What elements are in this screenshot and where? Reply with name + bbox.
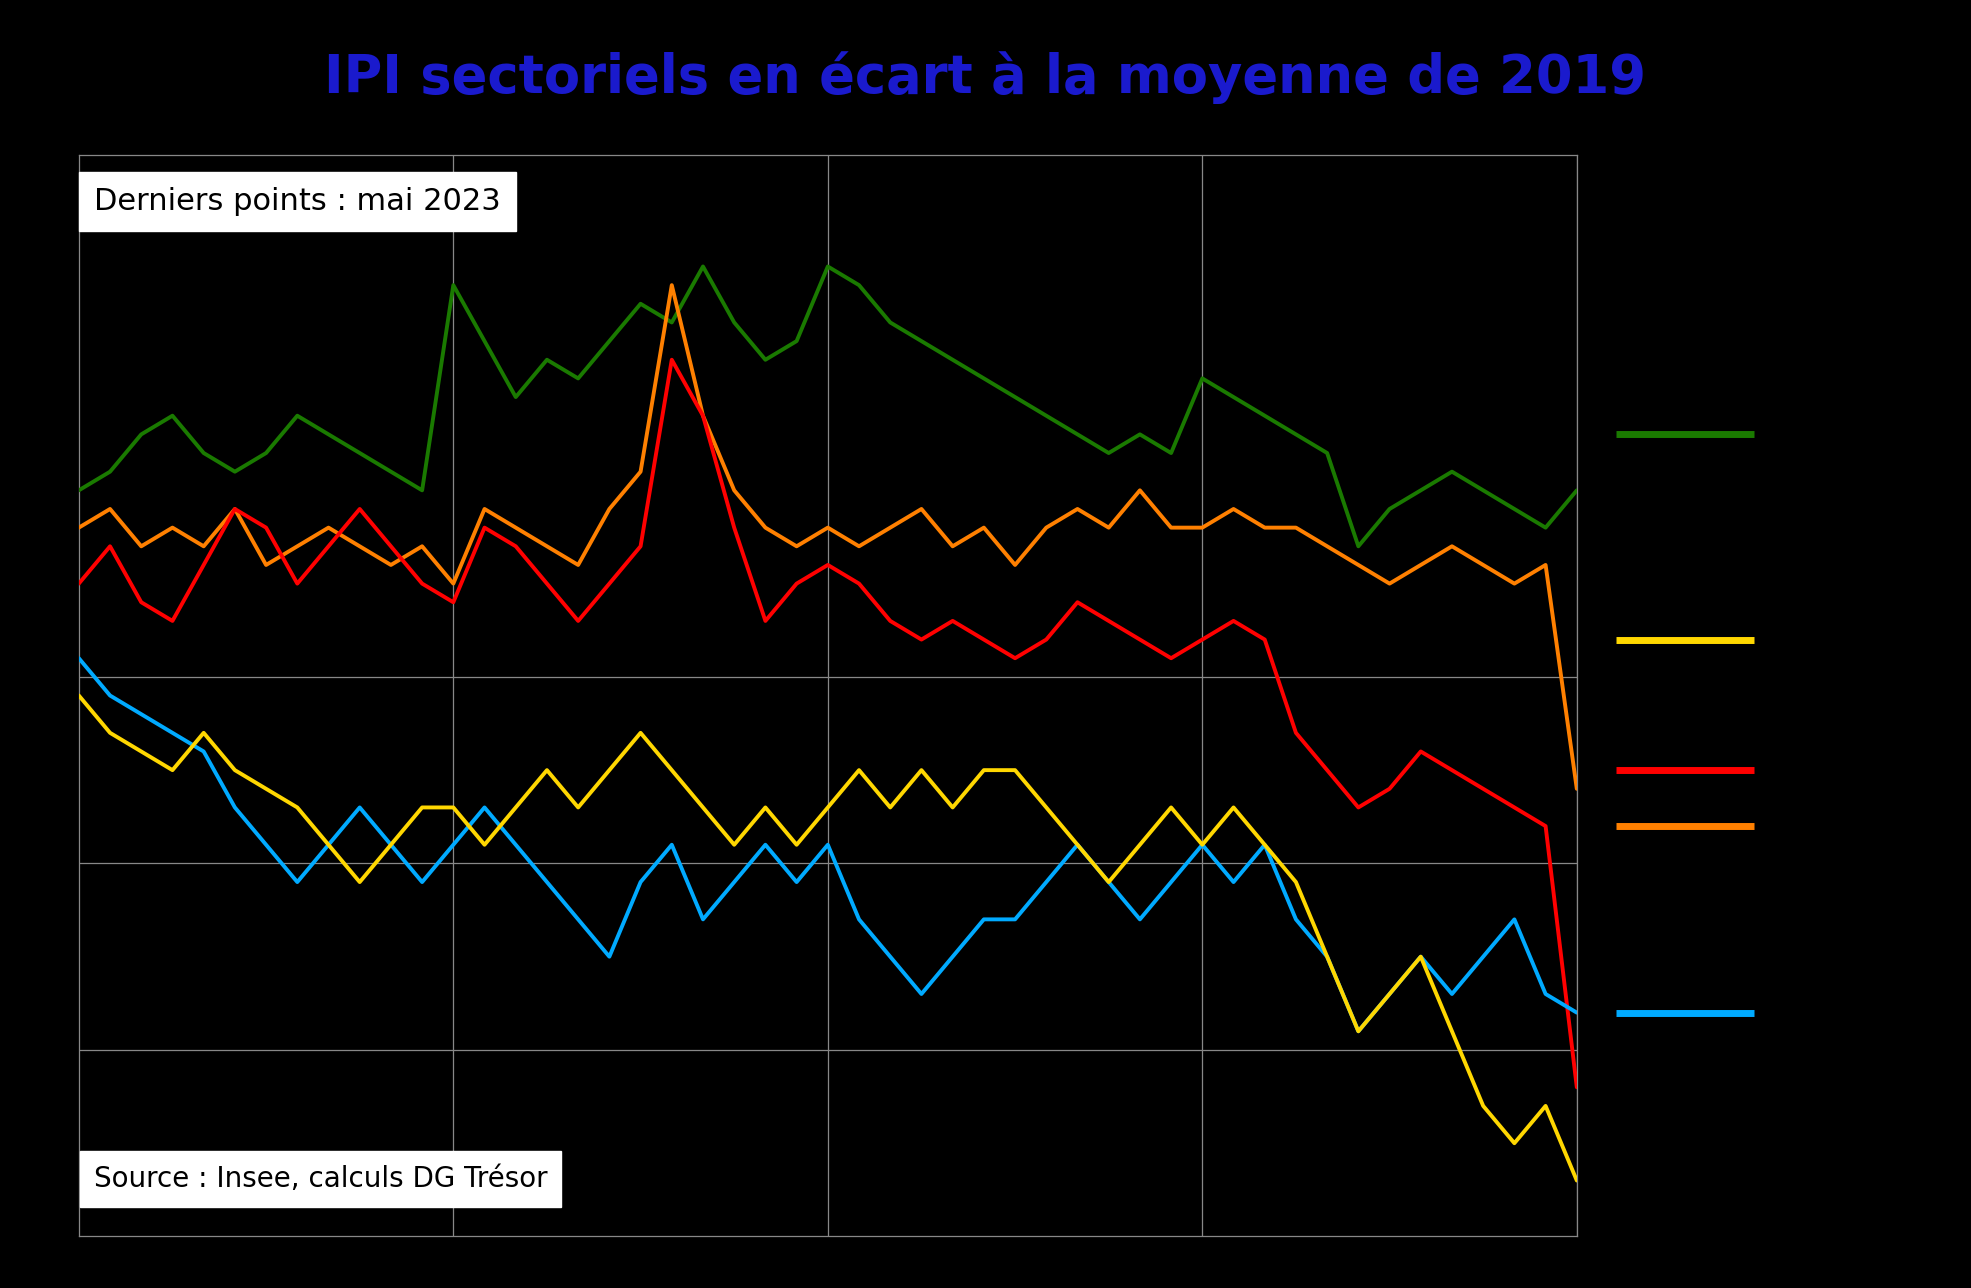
Text: Source : Insee, calculs DG Trésor: Source : Insee, calculs DG Trésor <box>95 1166 548 1193</box>
Text: Derniers points : mai 2023: Derniers points : mai 2023 <box>95 187 501 216</box>
Text: IPI sectoriels en écart à la moyenne de 2019: IPI sectoriels en écart à la moyenne de … <box>325 52 1646 104</box>
